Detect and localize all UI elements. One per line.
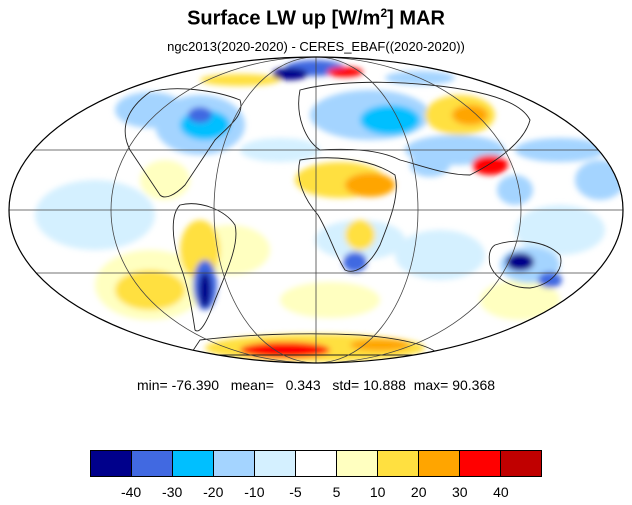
colorbar-box [501, 451, 541, 476]
colorbar-box [419, 451, 460, 476]
colorbar-tick-label: 30 [452, 484, 468, 500]
colorbar-tick-label: -30 [162, 484, 183, 500]
map-border [8, 56, 624, 364]
statistics-line: min= -76.390 mean= 0.343 std= 10.888 max… [0, 377, 632, 393]
colorbar [90, 450, 542, 477]
plot-title: Surface LW up [W/m2] MAR [0, 6, 632, 31]
colorbar-tick-label: -10 [244, 484, 265, 500]
min-value: -76.390 [171, 377, 220, 393]
colorbar-tick-label: 10 [369, 484, 386, 500]
title-tail: ] MAR [387, 7, 445, 30]
colorbar-box [296, 451, 337, 476]
colorbar-box [91, 451, 132, 476]
plot-subtitle: ngc2013(2020-2020) - CERES_EBAF((2020-20… [167, 39, 465, 54]
colorbar-box [132, 451, 173, 476]
colorbar-tick-label: -40 [120, 484, 142, 500]
max-value: 90.368 [452, 377, 496, 393]
colorbar-tick-labels: -40 -30 -20 -10 -5 5 10 20 30 40 [90, 484, 542, 502]
colorbar-tick-label: 20 [410, 484, 427, 500]
colorbar-tick-label: -20 [203, 484, 224, 500]
colorbar-box [214, 451, 255, 476]
mean-label: mean= [230, 377, 274, 393]
colorbar-tick-label: -5 [289, 484, 302, 500]
graticule [9, 57, 623, 363]
colorbar-tick-label: 5 [332, 484, 341, 500]
colorbar-box [173, 451, 214, 476]
mean-value: 0.343 [285, 377, 321, 393]
colorbar-box [378, 451, 419, 476]
colorbar-tick-label: 40 [493, 484, 509, 500]
std-label: std= [332, 377, 360, 393]
colorbar-box [337, 451, 378, 476]
colorbar-box [255, 451, 296, 476]
max-label: max= [413, 377, 449, 393]
title-superscript: 2 [380, 6, 388, 20]
min-label: min= [136, 377, 168, 393]
colorbar-box [460, 451, 501, 476]
std-value: 10.888 [363, 377, 406, 393]
title-text: Surface LW up [W/m [187, 7, 381, 30]
